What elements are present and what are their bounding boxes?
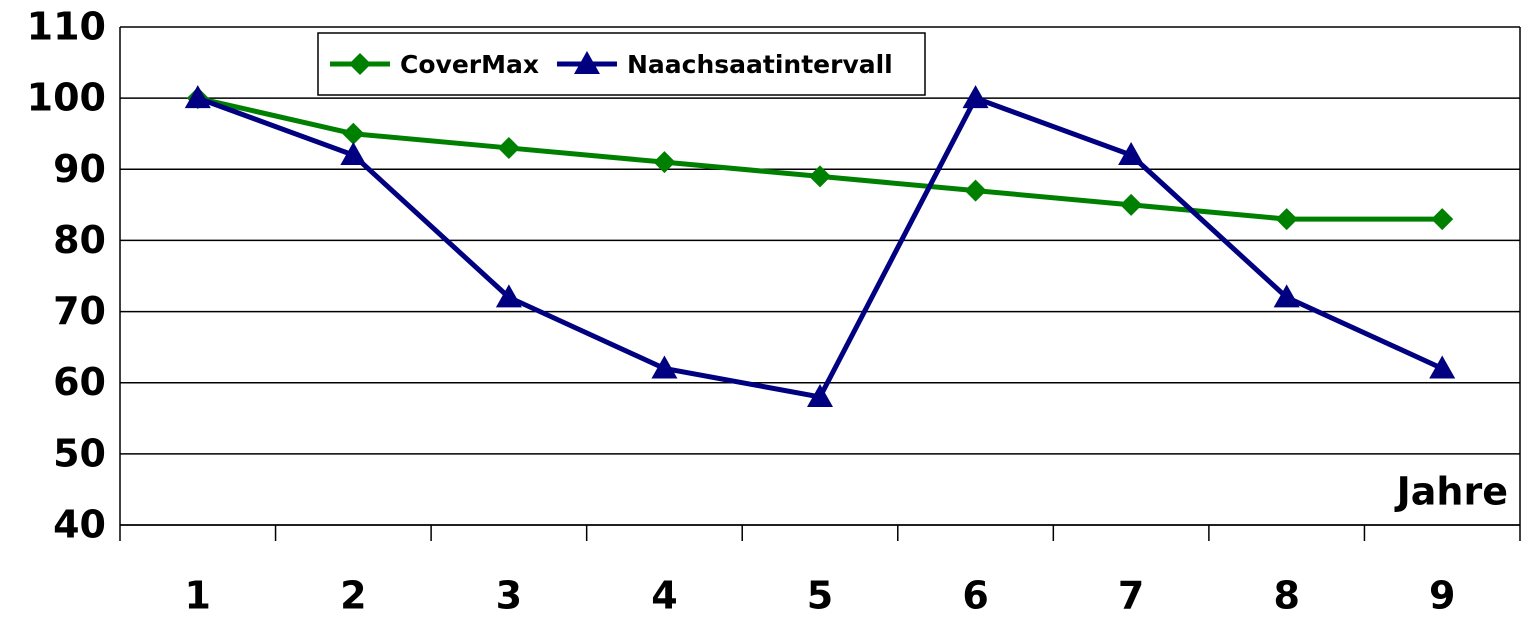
y-tick-label: 60 [53,360,106,404]
series-line [197,95,1443,222]
marker [340,142,367,166]
x-tick-label: 6 [962,574,988,617]
marker [1429,355,1456,379]
legend: CoverMax Naachsaatintervall [317,32,926,96]
legend-label: CoverMax [400,50,539,79]
x-tick-label: 1 [185,574,211,617]
x-tick-label: 9 [1429,574,1455,617]
y-tick-label: 80 [53,218,106,262]
series-line [196,95,1444,400]
x-tick-label: 4 [651,574,677,617]
marker [964,179,987,202]
marker [1120,193,1143,216]
x-tick-label: 3 [496,574,522,617]
y-tick-label: 110 [27,5,106,49]
marker [1275,208,1298,231]
marker [1118,142,1145,166]
y-tick-label: 90 [53,147,106,191]
marker [342,122,365,145]
marker [807,383,833,407]
legend-box [317,32,926,96]
marker [809,165,831,188]
marker [1273,284,1300,308]
marker [651,355,678,379]
marker [184,85,211,109]
marker [497,136,520,159]
x-tick-label: 8 [1273,574,1299,617]
x-tick-label: 5 [807,574,833,617]
marker [1431,208,1454,231]
marker [349,53,371,75]
marker [573,51,600,74]
x-axis-label: Jahre [1394,470,1508,514]
marker [962,85,989,109]
y-tick-label: 70 [53,289,106,333]
x-tick-label: 2 [340,574,366,617]
x-tick-label: 7 [1118,574,1144,617]
legend-label: Naachsaatintervall [627,50,893,79]
marker [653,151,676,174]
y-tick-label: 100 [27,76,106,120]
marker [495,284,522,308]
y-tick-label: 50 [53,431,106,475]
y-tick-label: 40 [53,503,106,547]
